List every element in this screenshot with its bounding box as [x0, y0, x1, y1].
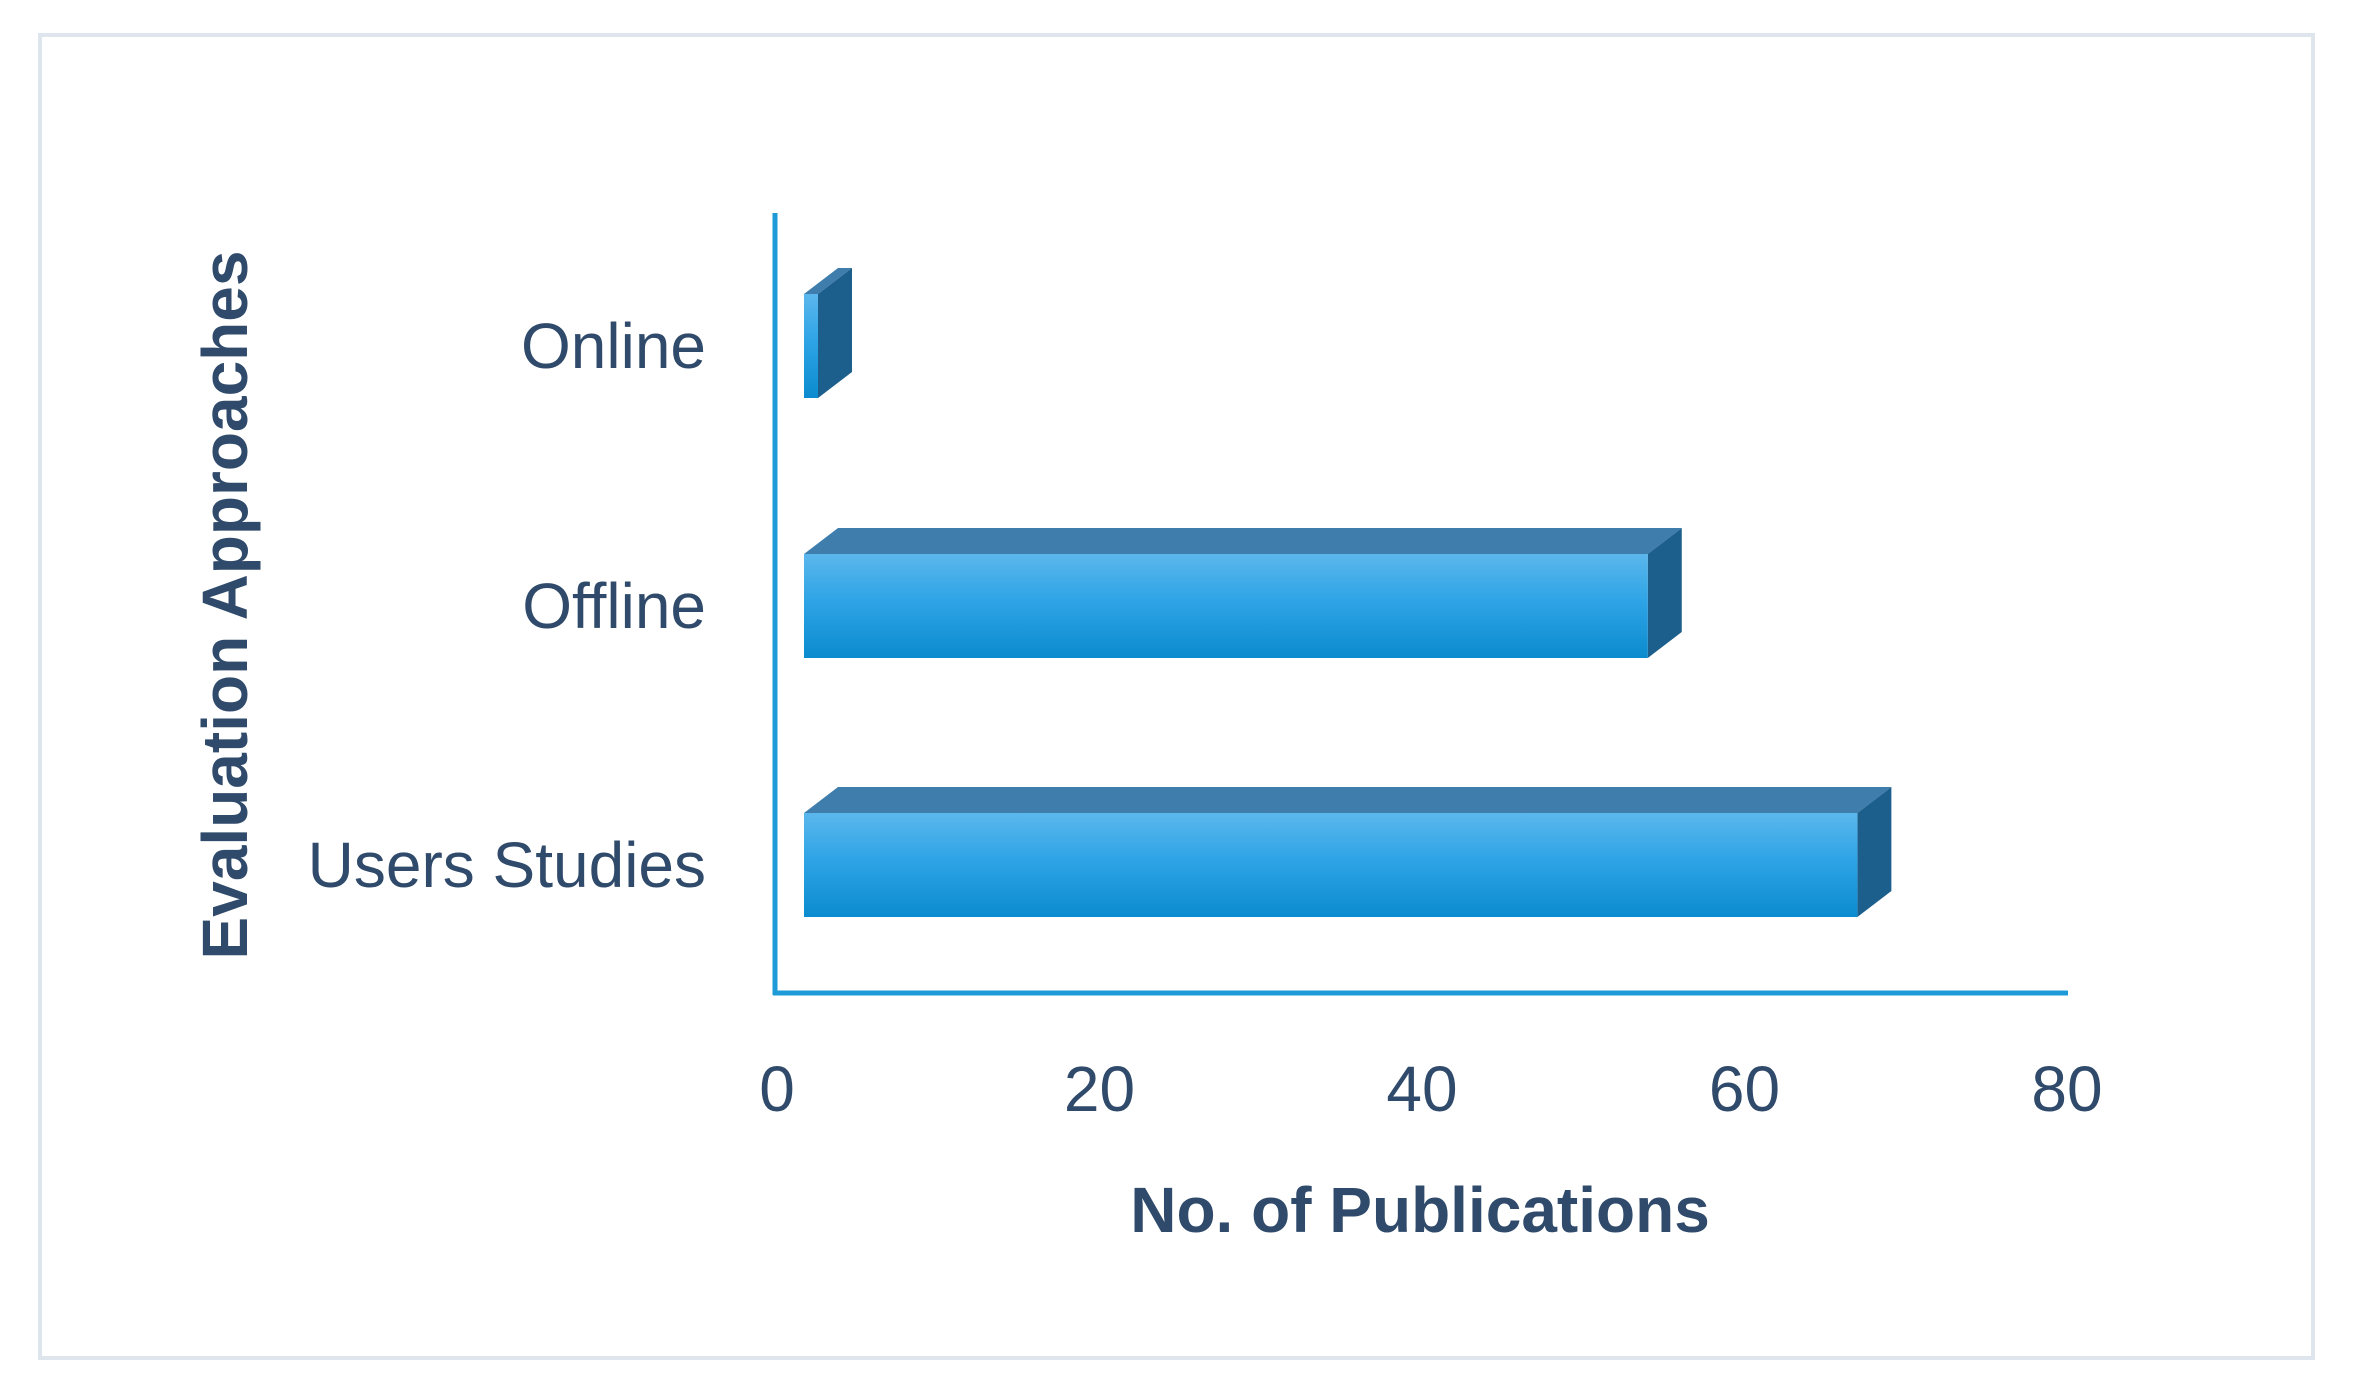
x-tick-label: 80 [2031, 1053, 2102, 1125]
y-axis-title: Evaluation Approaches [189, 251, 261, 960]
bar-users-studies [804, 787, 1892, 917]
x-tick-label: 0 [759, 1053, 795, 1125]
category-label-online: Online [521, 310, 706, 382]
bar-front-face [804, 294, 818, 398]
x-tick-label: 60 [1709, 1053, 1780, 1125]
x-tick-label: 20 [1064, 1053, 1135, 1125]
x-tick-label: 40 [1386, 1053, 1457, 1125]
x-tick-labels: 0 20 40 60 80 [759, 1053, 2102, 1125]
category-label-users-studies: Users Studies [308, 829, 706, 901]
category-labels: Online Offline Users Studies [308, 310, 706, 901]
bar-side-face [1647, 528, 1682, 658]
x-axis-title: No. of Publications [1130, 1174, 1710, 1246]
chart-frame [38, 33, 2315, 1360]
bar-offline [804, 528, 1682, 658]
bar-side-face [818, 268, 852, 398]
bar-top-face [804, 268, 852, 294]
bar-front-face [804, 554, 1648, 658]
category-label-offline: Offline [522, 570, 706, 642]
bar-top-face [804, 528, 1682, 554]
bar-top-face [804, 787, 1892, 813]
bar-online [804, 268, 852, 398]
bars-group [804, 268, 1892, 917]
bar-side-face [1857, 787, 1892, 917]
bar-front-face [804, 813, 1858, 917]
